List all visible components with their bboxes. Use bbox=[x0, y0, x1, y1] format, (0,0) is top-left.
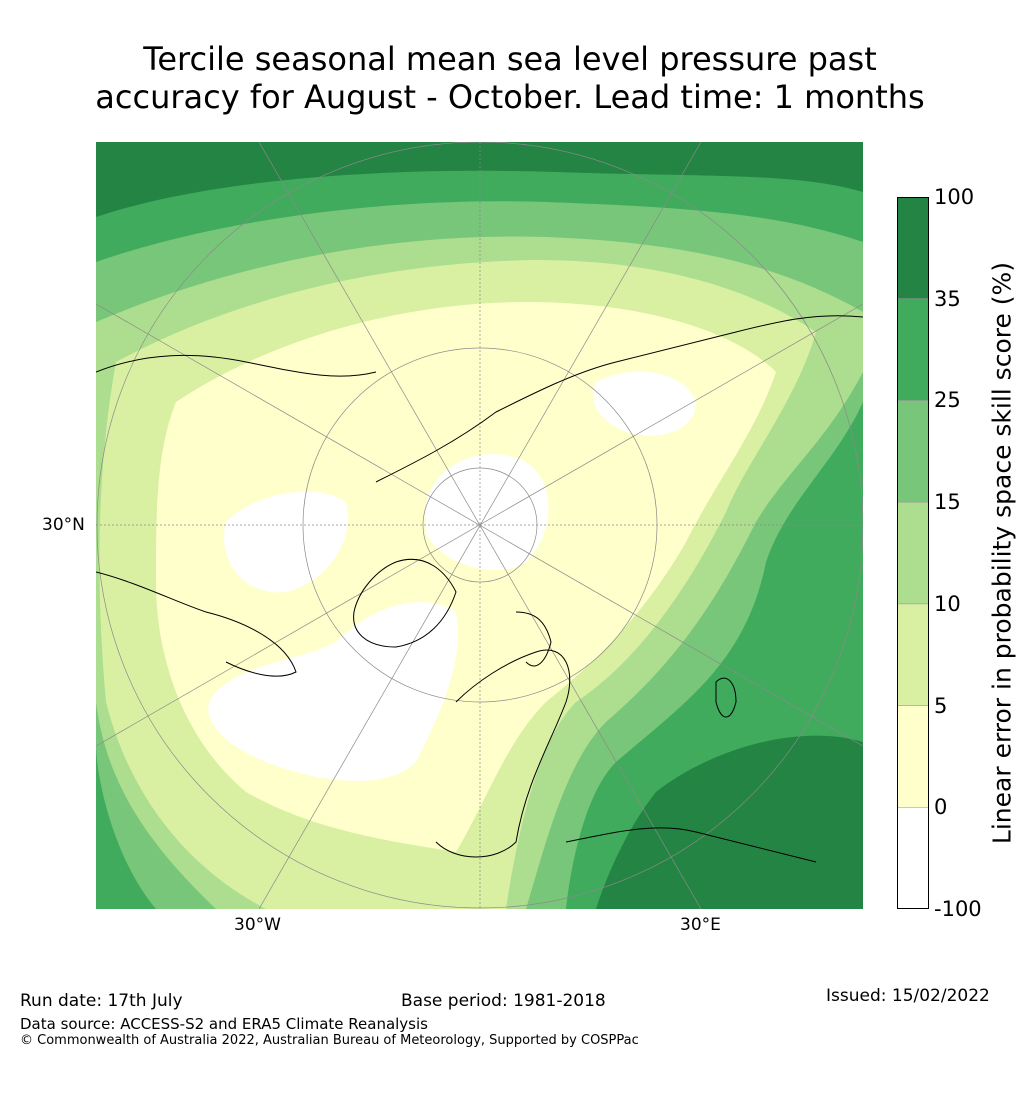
skill-band-negative-canada bbox=[224, 491, 348, 593]
meridian-60w bbox=[96, 303, 863, 747]
colorbar-tick-label: -100 bbox=[934, 897, 982, 921]
colorbar-tick-label: 25 bbox=[934, 388, 961, 413]
polar-skill-map bbox=[96, 142, 863, 909]
coastline-mediterranean bbox=[565, 827, 817, 863]
colorbar bbox=[897, 197, 929, 909]
colorbar-segment-10-to-15 bbox=[897, 501, 929, 605]
issued-date: Issued: 15/02/2022 bbox=[826, 986, 990, 1006]
data-source: Data source: ACCESS-S2 and ERA5 Climate … bbox=[20, 1015, 428, 1033]
colorbar-segment-15-to-25 bbox=[897, 400, 929, 503]
colorbar-segment-35-to-100 bbox=[897, 197, 929, 299]
coastline-europe bbox=[435, 649, 571, 858]
page-title: Tercile seasonal mean sea level pressure… bbox=[0, 40, 1020, 116]
skill-band-negative-siberia bbox=[592, 371, 696, 436]
coastline-scandinavia bbox=[515, 611, 552, 667]
colorbar-tick-label: 0 bbox=[934, 795, 948, 820]
coastline-siberia bbox=[375, 315, 863, 483]
coastline-caspian bbox=[715, 677, 737, 718]
coastline-greenland bbox=[353, 558, 457, 648]
base-period: Base period: 1981-2018 bbox=[401, 991, 606, 1011]
lon-label-30w: 30°W bbox=[234, 915, 281, 935]
copyright-notice: © Commonwealth of Australia 2022, Austra… bbox=[20, 1033, 639, 1048]
colorbar-tick-label: 35 bbox=[934, 286, 961, 311]
coastline-north-america bbox=[96, 571, 297, 677]
colorbar-segment--100-to-0 bbox=[897, 807, 929, 909]
title-line-1: Tercile seasonal mean sea level pressure… bbox=[143, 40, 877, 78]
colorbar-tick-label: 10 bbox=[934, 591, 961, 616]
run-date: Run date: 17th July bbox=[20, 991, 183, 1011]
lon-label-30e: 30°E bbox=[680, 915, 721, 935]
colorbar-tick-label: 100 bbox=[934, 185, 975, 209]
title-line-2: accuracy for August - October. Lead time… bbox=[95, 78, 925, 116]
lat-label-30n: 30°N bbox=[42, 515, 85, 535]
graticule bbox=[96, 142, 863, 909]
skill-band-negative-north-pole bbox=[426, 454, 549, 571]
coastline-alaska bbox=[96, 354, 377, 377]
colorbar-tick-label: 15 bbox=[934, 490, 961, 515]
colorbar-segment-5-to-10 bbox=[897, 603, 929, 706]
colorbar-segment-25-to-35 bbox=[897, 298, 929, 401]
map-fill-layers bbox=[96, 142, 863, 909]
colorbar-segment-0-to-5 bbox=[897, 705, 929, 808]
coastlines bbox=[96, 315, 863, 863]
colorbar-tick-label: 5 bbox=[934, 693, 948, 718]
colorbar-title: Linear error in probability space skill … bbox=[987, 261, 1017, 845]
